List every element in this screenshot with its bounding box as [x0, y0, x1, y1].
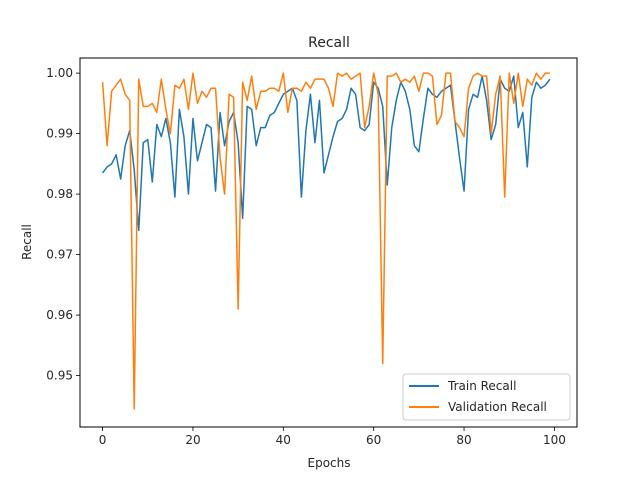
series-line-validation-recall: [101, 72, 550, 410]
x-tick-label: 0: [99, 433, 107, 447]
x-tick-label: 80: [456, 433, 471, 447]
series-line-train-recall: [101, 75, 551, 232]
legend: Train Recall Validation Recall: [402, 373, 571, 421]
y-tick-label: 0.97: [46, 248, 73, 262]
plot-area-frame: [79, 57, 578, 428]
y-axis-label: Recall: [20, 224, 34, 260]
legend-label-validation-recall: Validation Recall: [448, 400, 547, 414]
legend-label-train-recall: Train Recall: [447, 379, 516, 393]
y-tick-label: 0.99: [46, 127, 73, 141]
x-axis: 0 20 40 60 80 100: [99, 427, 566, 447]
x-axis-label: Epochs: [308, 456, 351, 470]
x-tick-label: 60: [366, 433, 381, 447]
x-tick-label: 100: [543, 433, 566, 447]
x-tick-label: 40: [276, 433, 291, 447]
chart-title: Recall: [308, 35, 350, 51]
y-axis: 0.95 0.96 0.97 0.98 0.99 1.00: [46, 66, 80, 383]
y-tick-label: 0.98: [46, 187, 73, 201]
legend-box: [402, 373, 571, 421]
x-tick-label: 20: [185, 433, 200, 447]
y-tick-label: 1.00: [46, 66, 73, 80]
y-tick-label: 0.96: [46, 308, 73, 322]
series-group: [101, 72, 551, 410]
y-tick-label: 0.95: [46, 369, 73, 383]
